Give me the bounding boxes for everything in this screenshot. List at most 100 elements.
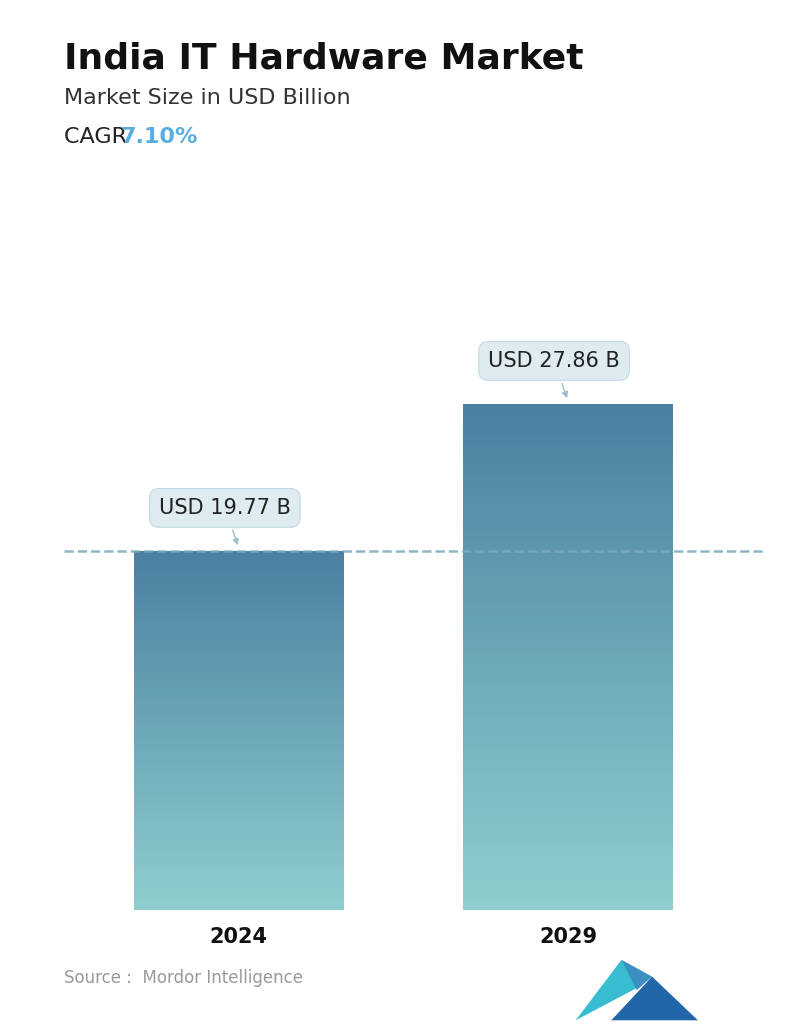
Bar (134, 707, 344, 708)
Bar (463, 461, 673, 462)
Bar (134, 675, 344, 676)
Bar (134, 878, 344, 879)
Bar (134, 633, 344, 635)
Bar (463, 498, 673, 499)
Bar (134, 781, 344, 782)
Bar (463, 483, 673, 485)
Bar (463, 755, 673, 756)
Bar (463, 784, 673, 785)
Bar (134, 644, 344, 645)
Bar (134, 630, 344, 631)
Bar (134, 622, 344, 624)
Bar (463, 416, 673, 417)
Bar (463, 875, 673, 876)
Bar (134, 749, 344, 750)
Bar (463, 625, 673, 627)
Bar (463, 619, 673, 621)
Bar (463, 536, 673, 537)
Bar (134, 902, 344, 903)
Bar (134, 695, 344, 696)
Bar (134, 710, 344, 711)
Bar (134, 658, 344, 659)
Bar (134, 882, 344, 884)
Bar (134, 872, 344, 873)
Bar (463, 667, 673, 669)
Text: USD 19.77 B: USD 19.77 B (159, 498, 291, 544)
Bar (463, 462, 673, 464)
Bar (463, 587, 673, 589)
Bar (463, 753, 673, 755)
Bar (134, 835, 344, 837)
Bar (463, 760, 673, 761)
Bar (134, 880, 344, 881)
Bar (134, 903, 344, 904)
Bar (134, 591, 344, 592)
Bar (134, 763, 344, 764)
Bar (463, 449, 673, 451)
Bar (463, 614, 673, 616)
Bar (134, 565, 344, 567)
Bar (134, 884, 344, 885)
Bar (134, 553, 344, 554)
Bar (463, 800, 673, 802)
Bar (463, 512, 673, 513)
Bar (134, 729, 344, 730)
Bar (134, 651, 344, 652)
Bar (463, 669, 673, 670)
Bar (463, 592, 673, 595)
Bar (134, 668, 344, 669)
Bar (134, 790, 344, 791)
Bar (463, 907, 673, 908)
Bar (134, 898, 344, 900)
Bar (134, 727, 344, 728)
Bar (463, 763, 673, 765)
Bar (134, 574, 344, 575)
Bar (134, 624, 344, 625)
Bar (463, 903, 673, 905)
Bar (463, 437, 673, 439)
Bar (463, 486, 673, 488)
Bar (463, 537, 673, 539)
Bar (134, 681, 344, 682)
Bar (463, 530, 673, 531)
Bar (463, 434, 673, 435)
Bar (134, 731, 344, 733)
Bar (463, 657, 673, 659)
Bar (463, 761, 673, 763)
Bar (134, 554, 344, 555)
Bar (463, 664, 673, 665)
Bar (463, 440, 673, 443)
Bar (463, 726, 673, 728)
Bar (463, 738, 673, 739)
Bar (463, 739, 673, 741)
Bar (134, 682, 344, 683)
Bar (463, 653, 673, 656)
Bar (463, 691, 673, 692)
Bar (463, 608, 673, 609)
Bar (134, 741, 344, 742)
Bar (134, 698, 344, 699)
Bar (463, 523, 673, 525)
Bar (134, 701, 344, 703)
Bar (134, 685, 344, 686)
Bar (463, 899, 673, 900)
Bar (134, 616, 344, 617)
Bar (463, 878, 673, 880)
Bar (463, 811, 673, 812)
Bar (463, 841, 673, 843)
Bar (463, 485, 673, 486)
Bar (134, 667, 344, 668)
Bar (463, 697, 673, 699)
Bar (134, 798, 344, 799)
Bar (463, 421, 673, 422)
Bar (134, 889, 344, 890)
Bar (134, 587, 344, 589)
Bar (134, 856, 344, 857)
Bar (463, 405, 673, 407)
Bar (134, 871, 344, 872)
Bar (134, 568, 344, 569)
Bar (134, 803, 344, 804)
Bar (134, 621, 344, 622)
Bar (463, 564, 673, 566)
Bar (463, 844, 673, 846)
